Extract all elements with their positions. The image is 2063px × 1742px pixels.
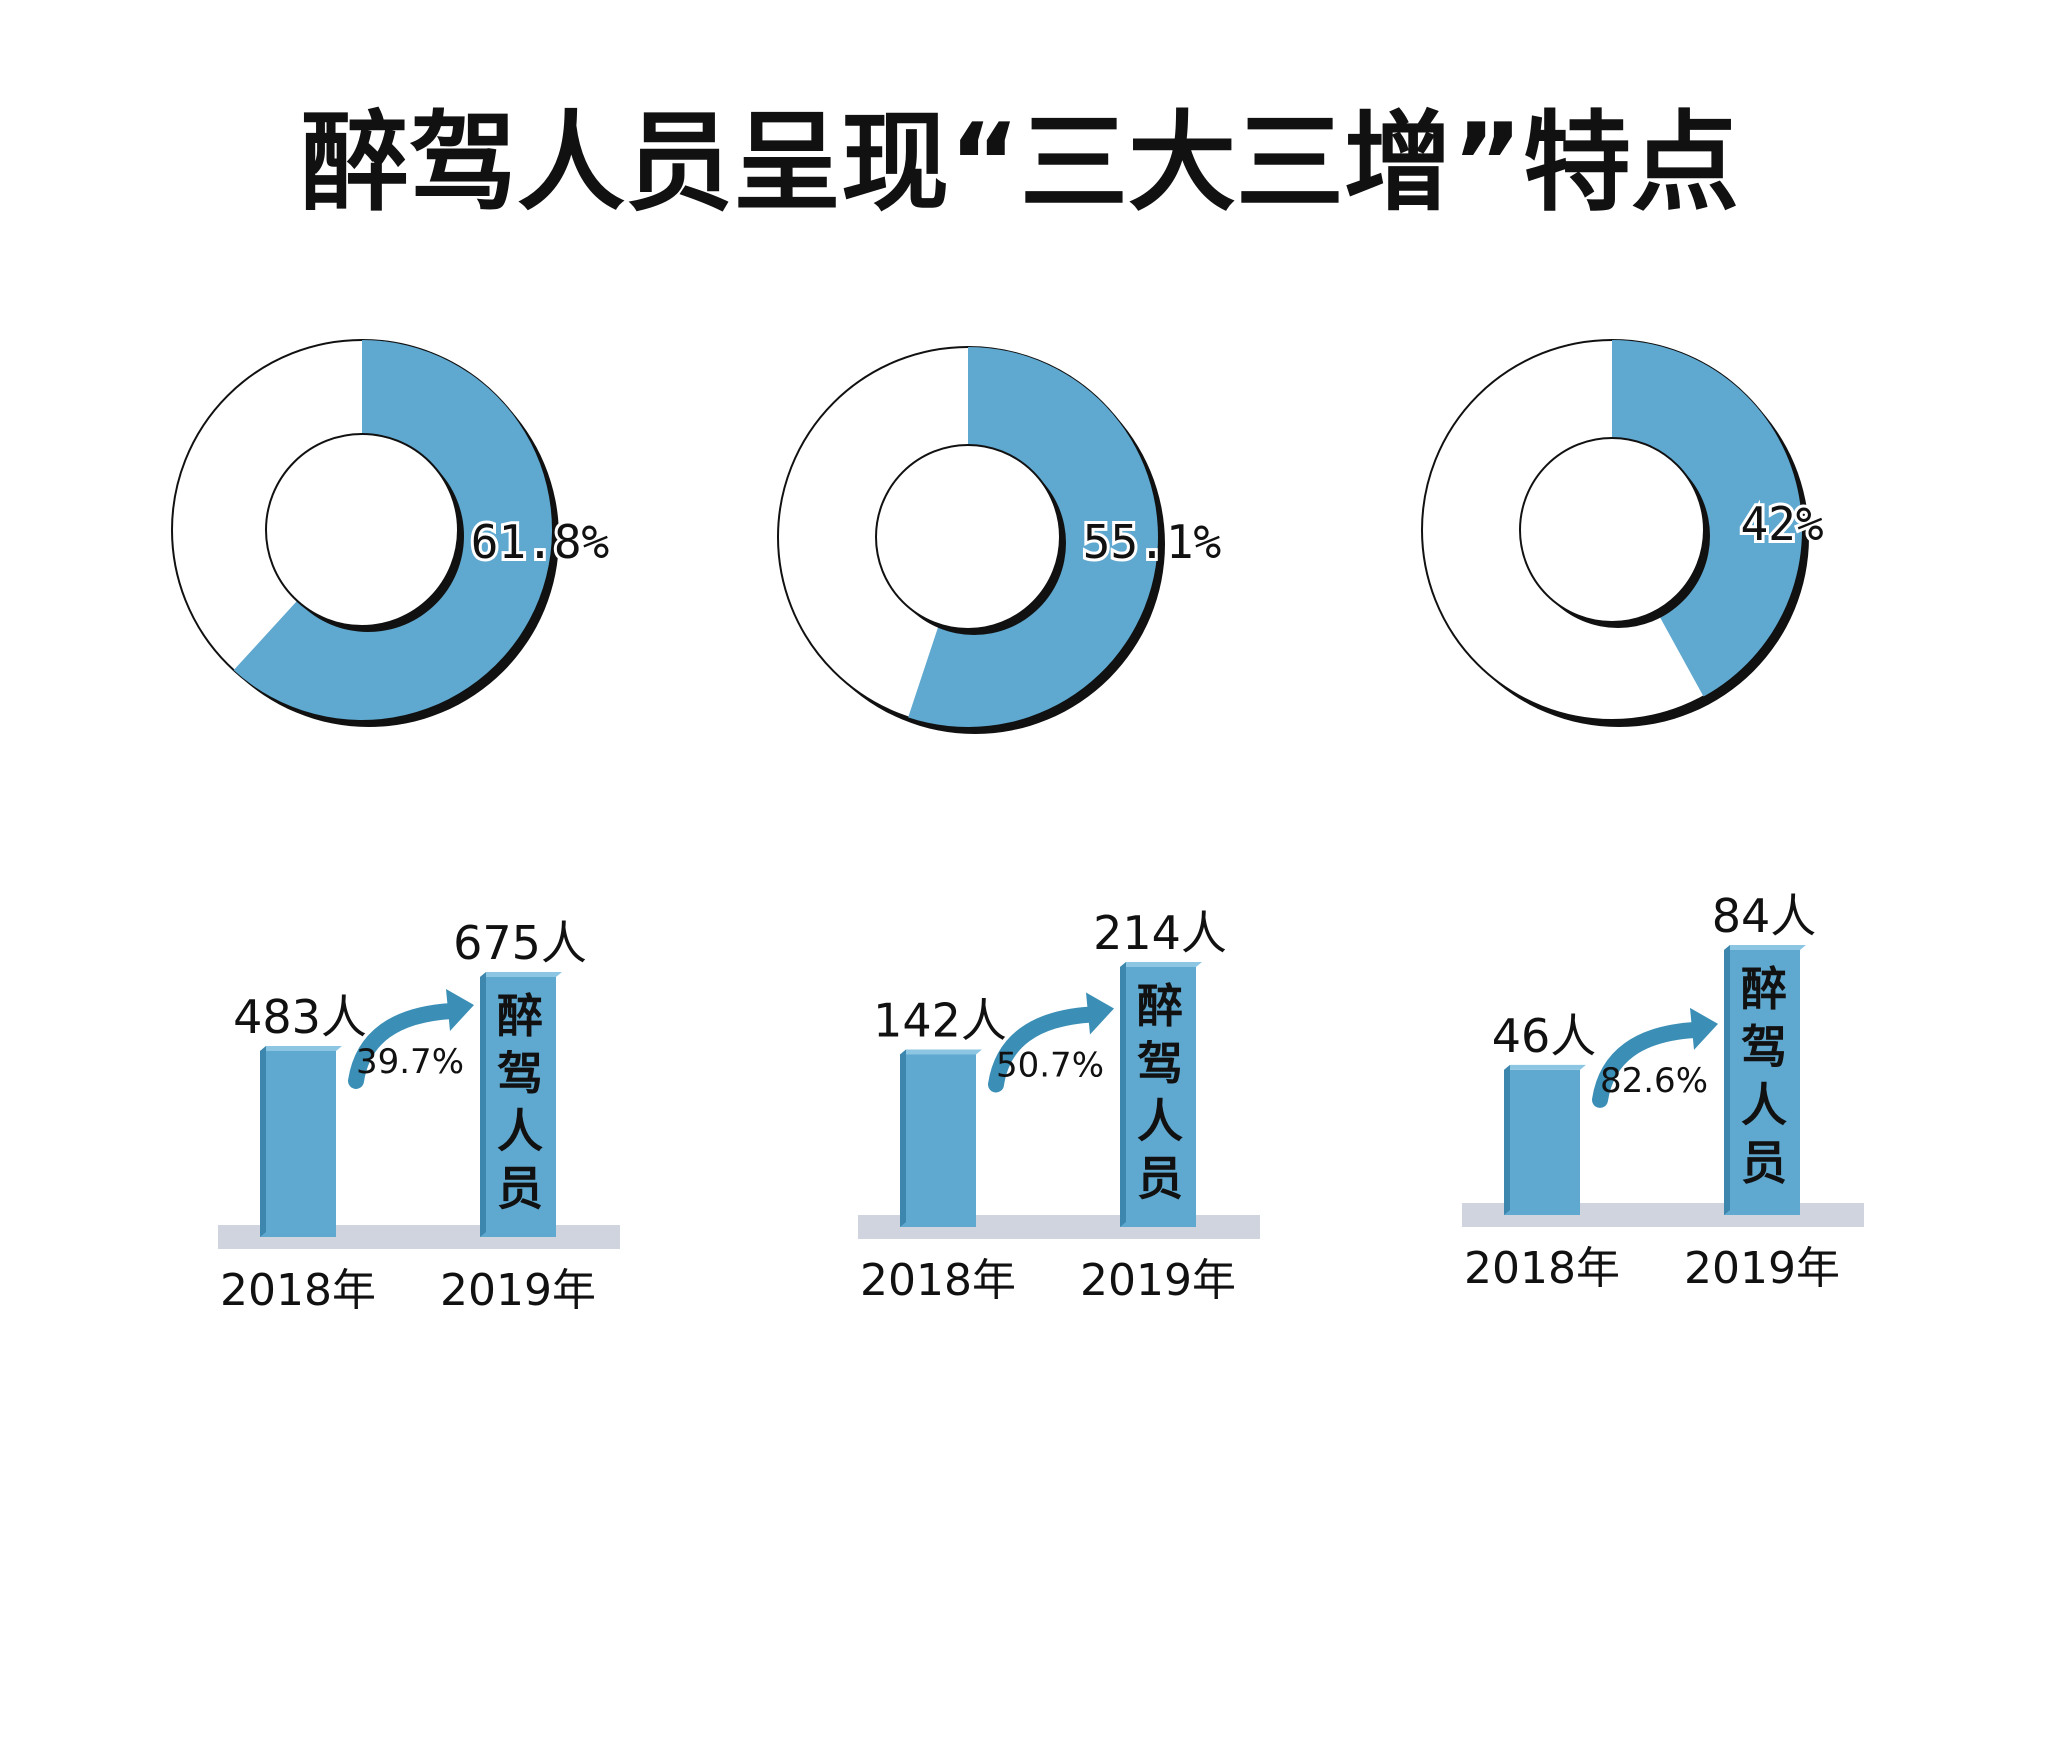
growth-percent-label: 39.7% (356, 1042, 464, 1082)
bar-value-label: 142人 (873, 993, 1007, 1047)
bar-category-label: 2018年 (860, 1255, 1016, 1306)
bar-inner-char: 人 (497, 1104, 543, 1158)
bar-front (900, 1054, 976, 1227)
bar-2018年 (900, 1049, 982, 1227)
bar-top (900, 1049, 982, 1055)
bar-value-label: 675人 (453, 916, 587, 970)
bar-inner-char: 驾 (1137, 1037, 1183, 1091)
page-title: 醉驾人员呈现“三大三增”特点 (301, 101, 1739, 226)
bar-2018年 (1504, 1064, 1586, 1215)
bar-front (1504, 1069, 1580, 1215)
growth-percent-label: 50.7% (996, 1045, 1104, 1085)
bar-top (1120, 962, 1202, 967)
bar-side (480, 972, 486, 1237)
bar-side (260, 1045, 266, 1237)
bar-front (260, 1050, 336, 1237)
bar-category-label: 2018年 (220, 1265, 376, 1316)
bar-front (1724, 950, 1800, 1215)
growth-arrow-shaft (348, 1002, 460, 1089)
bar-side (1724, 945, 1730, 1215)
bar-inner-char: 驾 (497, 1047, 543, 1101)
bar-inner-char: 员 (1741, 1136, 1787, 1190)
bar-side (900, 1049, 906, 1227)
bar-value-label: 214人 (1093, 906, 1227, 960)
bar-front (1120, 967, 1196, 1227)
bar-category-label: 2019年 (1684, 1243, 1840, 1294)
bar-value-label: 84人 (1712, 889, 1817, 943)
bar-inner-char: 员 (1137, 1152, 1183, 1206)
bar-top (480, 972, 562, 977)
bar-2019年: 醉驾人员 (1120, 962, 1202, 1227)
bar-inner-char: 醉 (1137, 979, 1183, 1033)
bar-top (260, 1045, 342, 1051)
growth-arrow-shaft (1592, 1021, 1704, 1108)
donut-chart-3: 42% (1421, 339, 1827, 727)
growth-arrow-head (446, 988, 474, 1031)
growth-arrow-head (1690, 1007, 1718, 1050)
bar-top (1504, 1064, 1586, 1070)
growth-arrow-shaft (988, 1006, 1100, 1093)
bar-front (480, 977, 556, 1237)
bar-2019年: 醉驾人员 (1724, 945, 1806, 1215)
growth-percent-label: 82.6% (1600, 1061, 1708, 1101)
bar-category-label: 2018年 (1464, 1243, 1620, 1294)
bar-inner-char: 员 (497, 1162, 543, 1216)
bar-side (1120, 962, 1126, 1227)
donut-percent-label: 55.1% (1083, 515, 1221, 569)
donut-percent-label: 42% (1740, 497, 1823, 551)
bar-inner-char: 人 (1741, 1078, 1787, 1132)
growth-arrow-head (1086, 992, 1114, 1035)
donut-percent-label: 61.8% (471, 515, 609, 569)
bar-2019年: 醉驾人员 (480, 972, 562, 1237)
donut-hole (265, 433, 459, 627)
donut-hole (1519, 437, 1705, 623)
donut-chart-2: 55.1% (777, 346, 1224, 734)
donut-hole (875, 444, 1061, 630)
bar-side (1504, 1064, 1510, 1215)
bar-2018年 (260, 1045, 342, 1237)
bar-value-label: 46人 (1492, 1009, 1597, 1063)
donut-chart-1: 61.8% (171, 339, 612, 727)
donut-slice-highlight (233, 340, 552, 720)
bar-top (1724, 945, 1806, 950)
bar-category-label: 2019年 (1080, 1255, 1236, 1306)
bar-category-label: 2019年 (440, 1265, 596, 1316)
bar-inner-char: 人 (1137, 1094, 1183, 1148)
bar-inner-char: 醉 (1741, 962, 1787, 1016)
bar-inner-char: 驾 (1741, 1020, 1787, 1074)
bar-inner-char: 醉 (497, 989, 543, 1043)
bar-value-label: 483人 (233, 990, 367, 1044)
